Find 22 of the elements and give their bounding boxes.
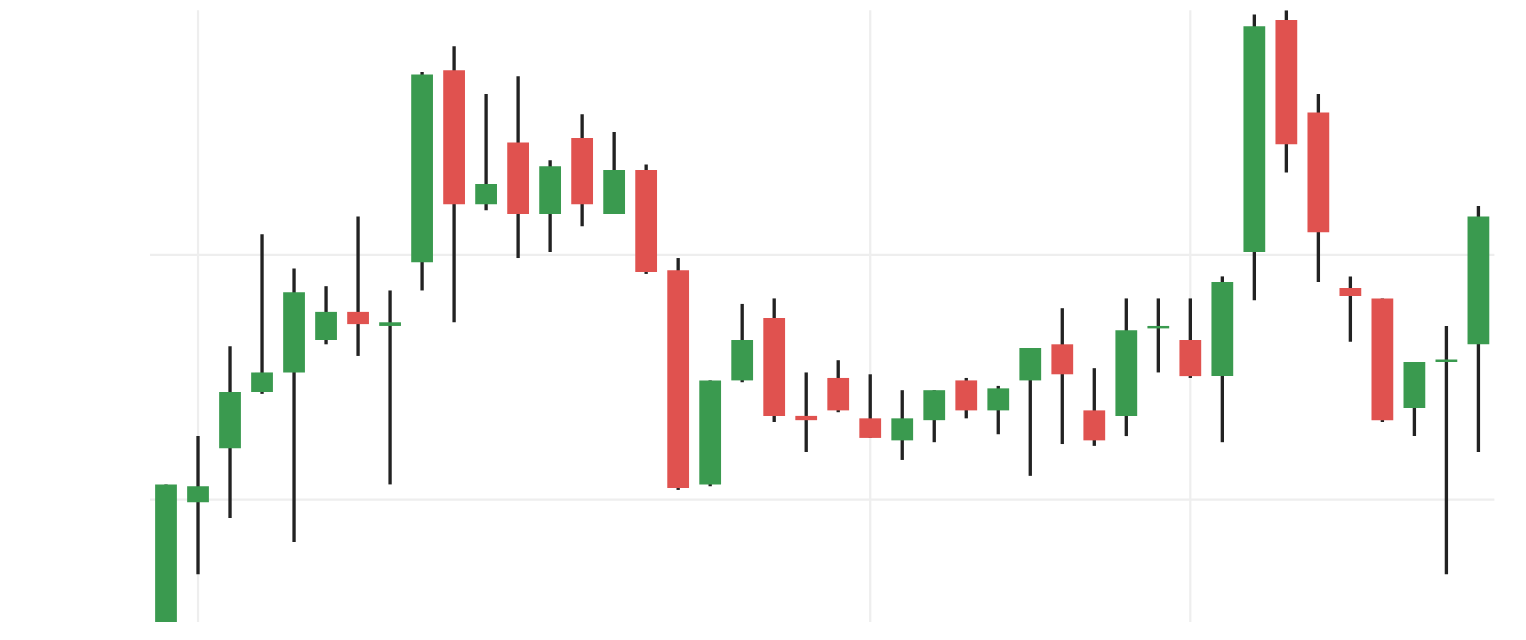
- candlestick: [603, 130, 626, 216]
- candlestick: [1179, 296, 1202, 380]
- candlestick: [1019, 346, 1042, 478]
- candlestick: [379, 288, 401, 487]
- candlestick: [475, 92, 497, 212]
- candlestick: [1083, 366, 1106, 448]
- candlestick: [1051, 306, 1074, 446]
- candlestick: [795, 370, 818, 454]
- candlestick: [315, 284, 337, 346]
- candlestick: [859, 372, 882, 440]
- candlestick: [347, 214, 369, 358]
- candlestick: [187, 434, 209, 577]
- candlestick: [891, 388, 914, 462]
- candlestick: [1403, 360, 1426, 438]
- candlestick: [827, 358, 850, 414]
- candlestick: [955, 376, 978, 421]
- candlestick: [987, 384, 1010, 436]
- candlestick: [251, 232, 273, 396]
- candlestick: [731, 302, 754, 384]
- candlestick: [539, 158, 562, 254]
- candlestick: [1339, 274, 1362, 344]
- candlestick: [923, 388, 946, 444]
